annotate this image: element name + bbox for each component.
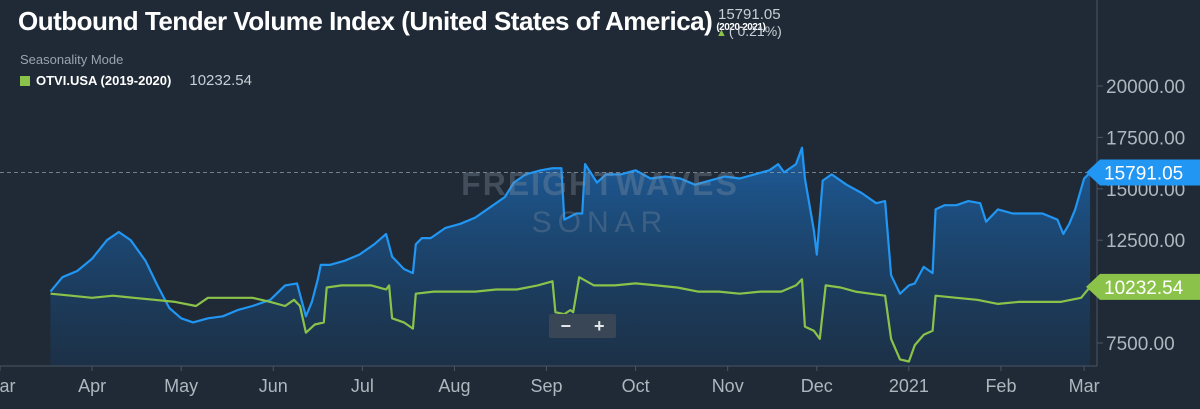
x-tick-label: Feb xyxy=(985,376,1016,396)
current-value: 15791.05 xyxy=(718,6,781,23)
watermark-product: SONAR xyxy=(532,206,669,239)
chart-title: Outbound Tender Volume Index (United Sta… xyxy=(18,6,766,37)
up-arrow-icon: ▲ xyxy=(716,27,727,39)
current-series-value-label-text: 15791.05 xyxy=(1104,164,1183,185)
legend-item[interactable]: OTVI.USA (2019-2020) 10232.54 xyxy=(20,72,252,89)
x-tick-label: Mar xyxy=(0,376,16,396)
x-tick-label: Apr xyxy=(78,376,106,396)
series-line-prior[interactable] xyxy=(50,276,1091,363)
plot-area xyxy=(0,146,1096,366)
x-tick-label: Jul xyxy=(351,376,374,396)
axes: 7500.0010000.0012500.0015000.0017500.002… xyxy=(0,0,1185,396)
x-tick-label: Mar xyxy=(1069,376,1100,396)
watermark: FREIGHTWAVES SONAR xyxy=(461,166,739,239)
prior-series-value-label-text: 10232.54 xyxy=(1104,278,1184,299)
legend-swatch xyxy=(20,75,30,86)
prior-series-value-label-bg xyxy=(1086,273,1200,300)
zoom-in-button[interactable]: + xyxy=(593,315,605,336)
title-text: Outbound Tender Volume Index (United Sta… xyxy=(18,6,713,36)
zoom-controls: − + xyxy=(549,314,616,338)
y-tick-label: 20000.00 xyxy=(1106,77,1185,98)
y-tick-label: 7500.00 xyxy=(1106,334,1175,355)
series-area-current xyxy=(50,147,1091,366)
zoom-out-button[interactable]: − xyxy=(560,315,571,336)
change-percent: ( 0.21%) xyxy=(728,23,782,39)
y-tick-label: 12500.00 xyxy=(1106,231,1185,252)
x-tick-label: Nov xyxy=(712,376,744,396)
x-tick-label: Aug xyxy=(438,376,470,396)
x-tick-label: Jun xyxy=(259,376,288,396)
x-tick-label: May xyxy=(164,376,198,396)
watermark-brand: FREIGHTWAVES xyxy=(461,166,739,202)
seasonality-mode-label: Seasonality Mode xyxy=(20,52,124,67)
value-labels: 15791.05 10232.54 xyxy=(1086,159,1200,300)
y-tick-label: 17500.00 xyxy=(1106,128,1185,149)
title-range: (2020-2021) xyxy=(716,22,766,33)
legend-series-name: OTVI.USA (2019-2020) xyxy=(36,73,172,88)
prior-series-value-label: 10232.54 xyxy=(1086,273,1200,300)
current-series-value-label-bg xyxy=(1086,159,1200,186)
change-indicator: ▲( 0.21%) xyxy=(716,23,782,39)
x-tick-label: 2021 xyxy=(889,376,929,396)
x-tick-label: Sep xyxy=(530,376,562,396)
x-tick-label: Dec xyxy=(801,376,833,396)
x-tick-label: Oct xyxy=(622,376,650,396)
legend-series-value: 10232.54 xyxy=(189,72,252,89)
current-series-value-label: 15791.05 xyxy=(1086,159,1200,186)
